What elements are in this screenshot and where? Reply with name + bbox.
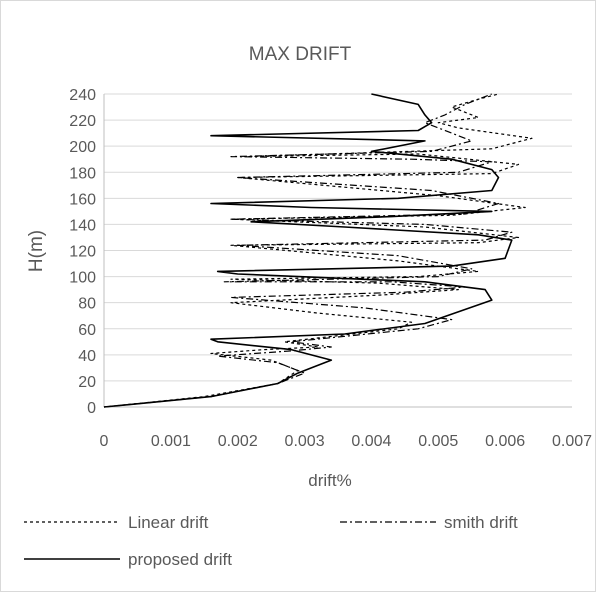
legend-label-0: Linear drift bbox=[128, 513, 209, 532]
y-axis-label: H(m) bbox=[26, 230, 47, 272]
x-tick-label: 0.006 bbox=[485, 433, 525, 450]
chart-title: MAX DRIFT bbox=[249, 44, 352, 65]
axes: 0 20 40 60 80 100 120 140 160 180 200 220 240 0 0.001 0… bbox=[69, 87, 592, 450]
series-line-1 bbox=[103, 93, 513, 408]
y-tick-label: 140 bbox=[69, 217, 96, 234]
y-tick-label: 220 bbox=[69, 113, 96, 130]
x-tick-label: 0 bbox=[100, 433, 109, 450]
series-lines bbox=[103, 93, 533, 408]
y-tick-label: 240 bbox=[69, 87, 96, 104]
x-tick-label: 0.005 bbox=[418, 433, 458, 450]
y-tick-label: 100 bbox=[69, 270, 96, 287]
y-tick-label: 200 bbox=[69, 139, 96, 156]
series-line-2 bbox=[103, 93, 513, 408]
legend-label-1: smith drift bbox=[444, 513, 518, 532]
x-tick-label: 0.003 bbox=[285, 433, 325, 450]
x-axis-label: drift% bbox=[308, 471, 351, 490]
legend-label-2: proposed drift bbox=[128, 550, 232, 569]
y-tick-label: 80 bbox=[78, 296, 96, 313]
x-tick-label: 0.007 bbox=[552, 433, 592, 450]
x-tick-label: 0.004 bbox=[351, 433, 391, 450]
y-tick-label: 120 bbox=[69, 244, 96, 261]
y-tick-label: 160 bbox=[69, 191, 96, 208]
gridlines bbox=[104, 93, 572, 382]
y-tick-label: 40 bbox=[78, 348, 96, 365]
x-tick-label: 0.001 bbox=[151, 433, 191, 450]
y-tick-label: 60 bbox=[78, 322, 96, 339]
legend: Linear drift smith drift proposed drift bbox=[24, 513, 518, 569]
y-tick-label: 0 bbox=[87, 400, 96, 417]
y-tick-label: 180 bbox=[69, 165, 96, 182]
x-tick-label: 0.002 bbox=[218, 433, 258, 450]
y-tick-label: 20 bbox=[78, 374, 96, 391]
series-line-0 bbox=[103, 93, 533, 408]
